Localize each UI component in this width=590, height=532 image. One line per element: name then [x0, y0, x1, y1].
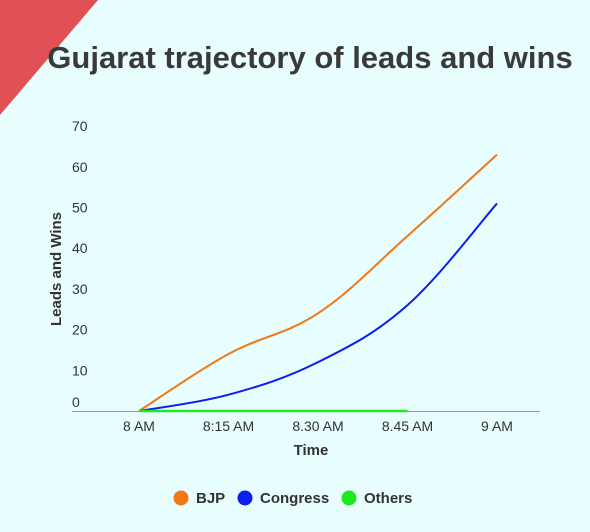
y-tick-label: 40	[72, 240, 88, 256]
legend-marker-others	[341, 490, 357, 506]
series-line-congress	[138, 202, 498, 412]
y-tick-label: 70	[72, 118, 88, 134]
x-tick-label: 9 AM	[481, 418, 513, 434]
legend-label-bjp: BJP	[196, 490, 225, 507]
legend-marker-congress	[237, 490, 253, 506]
y-tick-label: 50	[72, 200, 88, 216]
corner-ribbon	[0, 0, 98, 115]
legend-label-others: Others	[364, 490, 412, 507]
x-tick-label: 8.30 AM	[292, 418, 343, 434]
x-axis-label: Time	[294, 442, 329, 459]
legend-marker-bjp	[173, 490, 189, 506]
y-axis-label: Leads and Wins	[48, 212, 65, 326]
x-tick-label: 8 AM	[123, 418, 155, 434]
x-tick-label: 8:15 AM	[203, 418, 254, 434]
y-tick-label: 60	[72, 159, 88, 175]
legend-label-congress: Congress	[260, 490, 329, 507]
y-tick-label: 10	[72, 362, 88, 378]
y-tick-label: 30	[72, 281, 88, 297]
series-layer	[138, 153, 498, 413]
x-axis-ticks: 8 AM 8:15 AM 8.30 AM 8.45 AM 9 AM	[123, 418, 513, 434]
y-axis-ticks: 0 10 20 30 40 50 60 70	[72, 118, 88, 410]
chart-title: Gujarat trajectory of leads and wins	[47, 40, 572, 75]
y-tick-label: 0	[72, 394, 80, 410]
legend: BJP Congress Others	[173, 490, 412, 507]
series-line-bjp	[138, 153, 498, 412]
x-tick-label: 8.45 AM	[382, 418, 433, 434]
y-tick-label: 20	[72, 322, 88, 338]
